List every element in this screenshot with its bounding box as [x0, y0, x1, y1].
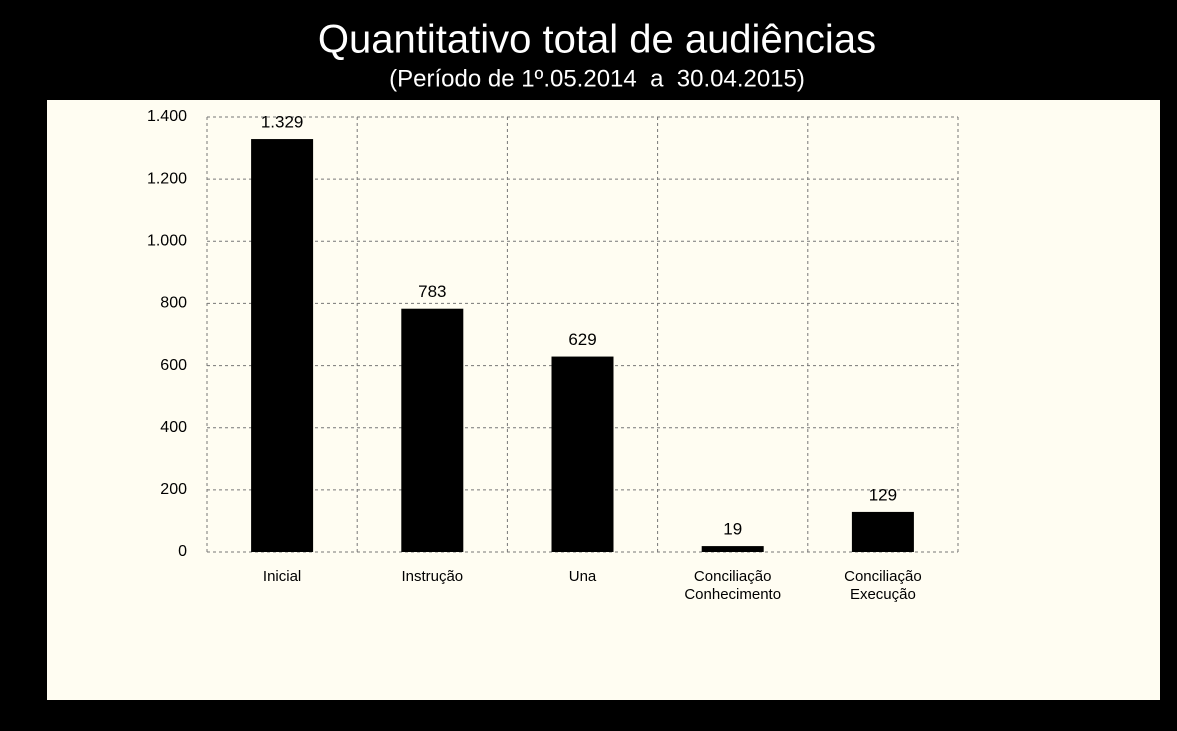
y-tick-label: 1.400	[147, 108, 187, 125]
bar	[401, 308, 464, 552]
y-tick-label: 400	[160, 419, 187, 436]
y-tick-label: 600	[160, 357, 187, 374]
x-tick-label: Instrução	[401, 568, 463, 585]
x-tick-label: Conciliação Execução	[844, 568, 922, 603]
y-tick-label: 0	[178, 543, 187, 560]
y-tick-label: 1.000	[147, 233, 187, 250]
chart-subtitle: (Período de 1º.05.2014 a 30.04.2015)	[389, 65, 805, 92]
y-tick-label: 1.200	[147, 170, 187, 187]
data-label: 129	[869, 485, 897, 504]
y-tick-label: 800	[160, 295, 187, 312]
x-tick-label: Una	[569, 568, 597, 585]
y-tick-label: 200	[160, 481, 187, 498]
data-label: 1.329	[261, 113, 304, 132]
bar	[251, 139, 314, 552]
bar	[701, 546, 764, 552]
bar	[551, 356, 614, 552]
chart-title: Quantitativo total de audiências	[318, 18, 876, 62]
x-tick-label: Conciliação Conhecimento	[684, 568, 781, 603]
bar	[851, 511, 914, 552]
data-label: 783	[418, 282, 446, 301]
x-tick-label: Inicial	[263, 568, 301, 585]
data-label: 19	[723, 520, 742, 539]
data-label: 629	[568, 330, 596, 349]
